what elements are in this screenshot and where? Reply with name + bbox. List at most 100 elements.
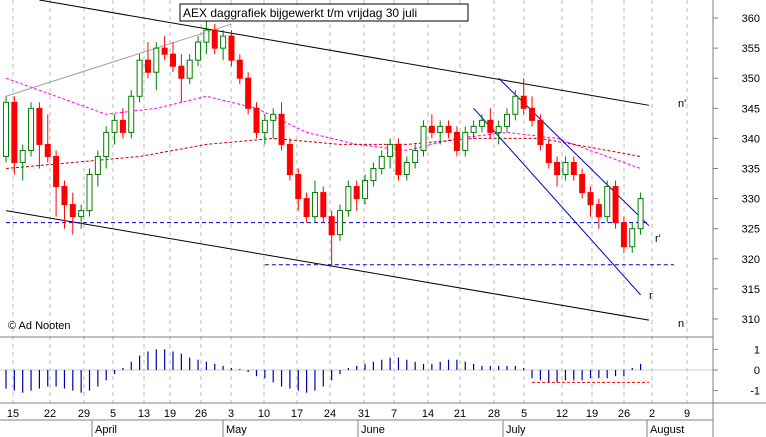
y-tick-label-315: 315 xyxy=(742,284,760,296)
candle-body-62 xyxy=(520,95,527,109)
lower-channel-line xyxy=(5,210,650,321)
candle-body-32 xyxy=(270,113,277,121)
x-tick-label-7: 3 xyxy=(228,408,234,420)
x-tick-label-17: 12 xyxy=(556,408,568,420)
candle-body-2 xyxy=(19,149,26,163)
candle-body-20 xyxy=(170,53,176,67)
candle-body-23 xyxy=(195,41,202,61)
x-tick-label-12: 7 xyxy=(391,408,397,420)
candle-body-29 xyxy=(245,77,252,109)
annotation-r-prime: r' xyxy=(655,233,661,245)
candle-body-10 xyxy=(86,174,93,212)
x-tick-label-4: 13 xyxy=(138,408,150,420)
candle-body-58 xyxy=(487,119,494,133)
month-label-3: July xyxy=(506,424,526,436)
oscillator xyxy=(0,349,713,393)
candle-body-19 xyxy=(161,47,168,55)
y-tick-label-340: 340 xyxy=(742,133,760,145)
candle-body-70 xyxy=(587,192,594,206)
steep-lower-line xyxy=(473,107,641,296)
candle-body-42 xyxy=(353,186,360,200)
candle-body-12 xyxy=(103,131,110,157)
x-tick-label-16: 5 xyxy=(521,408,527,420)
x-tick-label-1: 22 xyxy=(44,408,56,420)
candle-body-47 xyxy=(395,143,402,176)
x-tick-label-20: 2 xyxy=(649,408,655,420)
upper-channel-line xyxy=(39,0,650,106)
candle-body-34 xyxy=(286,143,293,176)
candle-body-24 xyxy=(203,29,210,43)
candle-body-4 xyxy=(36,107,43,145)
candle-body-28 xyxy=(236,59,243,79)
candle-body-6 xyxy=(53,155,60,188)
fan-line xyxy=(5,23,232,97)
y-tick-label-355: 355 xyxy=(742,43,760,55)
candle-body-69 xyxy=(579,174,586,194)
annotation-r: r xyxy=(649,290,653,302)
candle-body-39 xyxy=(328,216,335,236)
annotation-n-prime: n' xyxy=(678,98,686,110)
candle-body-67 xyxy=(562,161,569,176)
ma-long-line xyxy=(5,137,641,169)
candle-body-7 xyxy=(61,186,68,206)
candle-body-15 xyxy=(128,95,135,133)
candle-body-17 xyxy=(144,59,151,73)
candle-body-1 xyxy=(11,101,18,163)
x-tick-label-0: 15 xyxy=(7,408,19,420)
candle-body-18 xyxy=(153,47,160,73)
candle-body-21 xyxy=(178,65,185,79)
candle-body-75 xyxy=(629,228,636,248)
month-label-2: June xyxy=(361,424,385,436)
osc-tick-label-0: 1 xyxy=(754,344,760,356)
candle-body-8 xyxy=(69,204,76,218)
osc-tick-label-2: -1 xyxy=(750,386,760,398)
candle-body-55 xyxy=(462,131,469,151)
candle-body-51 xyxy=(428,125,435,133)
candle-body-41 xyxy=(345,186,352,212)
candle-body-49 xyxy=(412,149,419,163)
y-tick-label-320: 320 xyxy=(742,254,760,266)
candle-body-3 xyxy=(28,107,35,151)
month-label-0: April xyxy=(95,424,117,436)
month-label-4: August xyxy=(650,424,684,436)
candle-body-16 xyxy=(136,59,143,97)
candle-body-25 xyxy=(211,29,218,49)
y-tick-label-325: 325 xyxy=(742,224,760,236)
x-tick-label-8: 10 xyxy=(258,408,270,420)
candle-body-59 xyxy=(495,125,502,133)
title-label: AEX daggrafiek bijgewerkt t/m vrijdag 30… xyxy=(179,3,469,22)
candle-body-27 xyxy=(228,35,235,61)
candle-body-54 xyxy=(453,131,460,151)
y-tick-label-335: 335 xyxy=(742,164,760,176)
x-tick-label-14: 21 xyxy=(454,408,466,420)
candle-body-35 xyxy=(295,174,302,200)
y-tick-label-345: 345 xyxy=(742,103,760,115)
month-label-1: May xyxy=(226,424,247,436)
candle-body-22 xyxy=(186,59,193,79)
candle-body-68 xyxy=(570,161,577,176)
candle-body-43 xyxy=(362,180,369,200)
x-tick-label-2: 29 xyxy=(78,408,90,420)
y-tick-label-330: 330 xyxy=(742,194,760,206)
x-tick-label-19: 26 xyxy=(618,408,630,420)
x-tick-label-15: 28 xyxy=(488,408,500,420)
candle-body-65 xyxy=(545,143,552,163)
candle-body-71 xyxy=(595,204,602,218)
candle-body-5 xyxy=(44,143,51,157)
candle-body-57 xyxy=(478,119,485,127)
candle-body-44 xyxy=(370,168,377,182)
candle-body-53 xyxy=(445,125,452,133)
candle-body-56 xyxy=(470,125,477,133)
candle-body-38 xyxy=(320,192,327,218)
candle-body-64 xyxy=(537,119,544,145)
candle-body-73 xyxy=(612,186,619,224)
candle-body-45 xyxy=(378,155,385,169)
candle-body-0 xyxy=(3,101,9,157)
x-tick-label-13: 14 xyxy=(422,408,434,420)
osc-tick-label-1: 0 xyxy=(754,365,760,377)
candle-body-40 xyxy=(337,210,343,236)
candle-body-66 xyxy=(554,161,561,176)
x-tick-label-10: 24 xyxy=(324,408,336,420)
candle-body-48 xyxy=(403,161,410,176)
